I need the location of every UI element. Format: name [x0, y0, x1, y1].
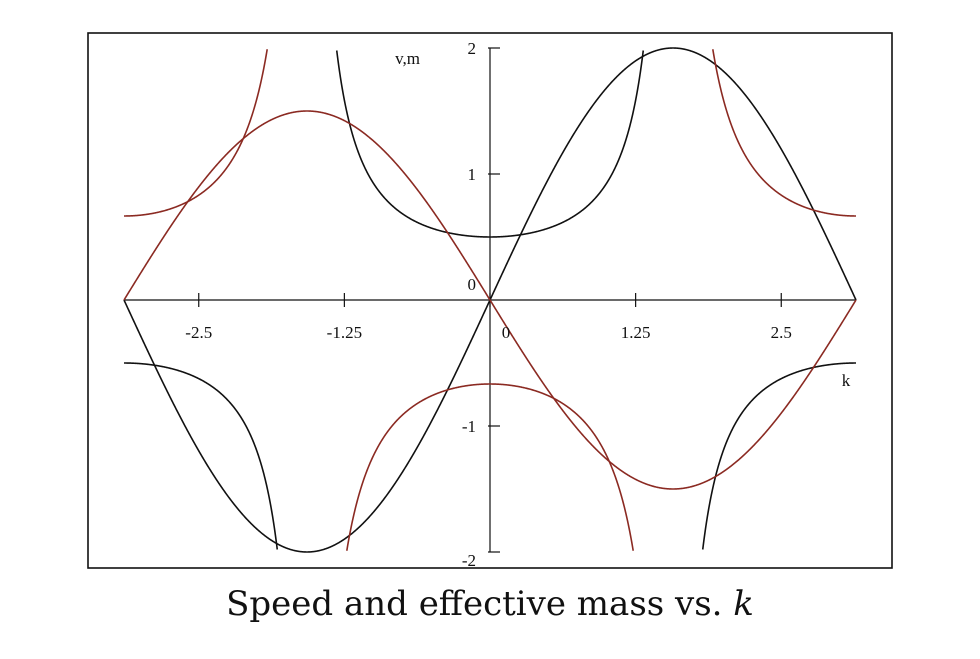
- chart: -2.5 -1.25 0 1.25 2.5 -2 -1 0 1 2 k v,m: [87, 32, 893, 570]
- y-tick-label: 1: [468, 165, 477, 184]
- labels: -2.5 -1.25 0 1.25 2.5 -2 -1 0 1 2 k v,m: [185, 39, 850, 570]
- y-tick-label: 2: [468, 39, 477, 58]
- y-tick-label: -2: [462, 551, 476, 570]
- y-axis-label: v,m: [395, 49, 420, 68]
- series-line: [123, 110, 857, 490]
- x-tick-label: -1.25: [327, 323, 362, 342]
- curves: [123, 47, 857, 553]
- plot-frame: [87, 32, 893, 569]
- chart-caption: Speed and effective mass vs. k: [0, 584, 980, 624]
- x-axis-label: k: [842, 371, 851, 390]
- series-line: [124, 50, 856, 550]
- x-tick-label: -2.5: [185, 323, 212, 342]
- series-line: [124, 49, 856, 551]
- y-tick-label: 0: [468, 275, 477, 294]
- x-tick-label: 1.25: [621, 323, 651, 342]
- caption-text: Speed and effective mass vs.: [226, 584, 734, 624]
- y-tick-label: -1: [462, 417, 476, 436]
- x-tick-label: 0: [502, 323, 511, 342]
- x-tick-label: 2.5: [771, 323, 792, 342]
- caption-math: k: [733, 584, 754, 624]
